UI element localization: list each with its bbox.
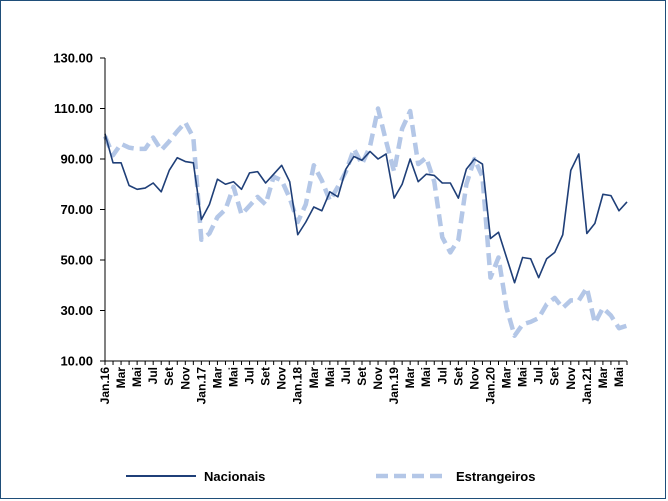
- x-tick-label: Mar: [307, 367, 321, 389]
- x-tick-label: Mai: [130, 367, 144, 387]
- x-tick-label: Jul: [339, 367, 353, 384]
- series-line-estrangeiros: [102, 106, 628, 338]
- series-layer: [102, 106, 628, 338]
- x-tick-label: Mai: [419, 367, 433, 387]
- legend-label-nacionais: Nacionais: [204, 469, 265, 484]
- x-tick-label: Nov: [564, 367, 578, 390]
- y-tick-label: 30.00: [60, 303, 93, 318]
- x-tick-label: Set: [162, 367, 176, 386]
- x-tick-label: Mai: [612, 367, 626, 387]
- x-tick-label: Set: [355, 367, 369, 386]
- x-tick-label: Jan.20: [483, 367, 497, 405]
- x-tick-label: Mar: [210, 367, 224, 389]
- x-tick-label: Jan.16: [98, 367, 112, 405]
- y-tick-label: 130.00: [53, 51, 93, 66]
- x-tick-label: Jul: [435, 367, 449, 384]
- y-tick-label: 90.00: [60, 152, 93, 167]
- y-tick-label: 110.00: [54, 101, 93, 116]
- y-axis-ticks: 10.00 30.00 50.00 70.00 90.00 110.00 130.00: [53, 51, 105, 369]
- x-tick-label: Mar: [500, 367, 514, 389]
- x-tick-label: Mai: [516, 367, 530, 387]
- legend-label-estrangeiros: Estrangeiros: [456, 469, 535, 484]
- x-tick-label: Jan.18: [291, 367, 305, 405]
- x-tick-label: Jan.17: [194, 367, 208, 405]
- x-tick-label: Mar: [114, 367, 128, 389]
- x-tick-label: Set: [259, 367, 273, 386]
- x-tick-label: Mai: [226, 367, 240, 387]
- x-tick-label: Jan.21: [580, 367, 594, 405]
- series-line-nacionais: [104, 133, 628, 284]
- x-tick-label: Mar: [596, 367, 610, 389]
- x-tick-label: Jul: [532, 367, 546, 384]
- legend: Nacionais Estrangeiros: [126, 469, 535, 484]
- x-tick-label: Mar: [403, 367, 417, 389]
- x-tick-label: Jul: [243, 367, 257, 384]
- x-tick-label: Set: [548, 367, 562, 386]
- y-tick-label: 50.00: [60, 253, 93, 268]
- x-tick-label: Set: [451, 367, 465, 386]
- x-tick-label: Nov: [178, 367, 192, 390]
- x-tick-label: Nov: [371, 367, 385, 390]
- x-axis-ticks: Jan.16 Mar Mai Jul Set Nov Jan.17 Mar Mai Jul Set N…: [98, 361, 628, 405]
- x-tick-label: Nov: [467, 367, 481, 390]
- x-tick-label: Mai: [323, 367, 337, 387]
- y-tick-label: 10.00: [60, 354, 93, 369]
- x-tick-label: Jul: [146, 367, 160, 384]
- x-tick-label: Nov: [275, 367, 289, 390]
- x-tick-label: Jan.19: [387, 367, 401, 405]
- y-tick-label: 70.00: [60, 202, 93, 217]
